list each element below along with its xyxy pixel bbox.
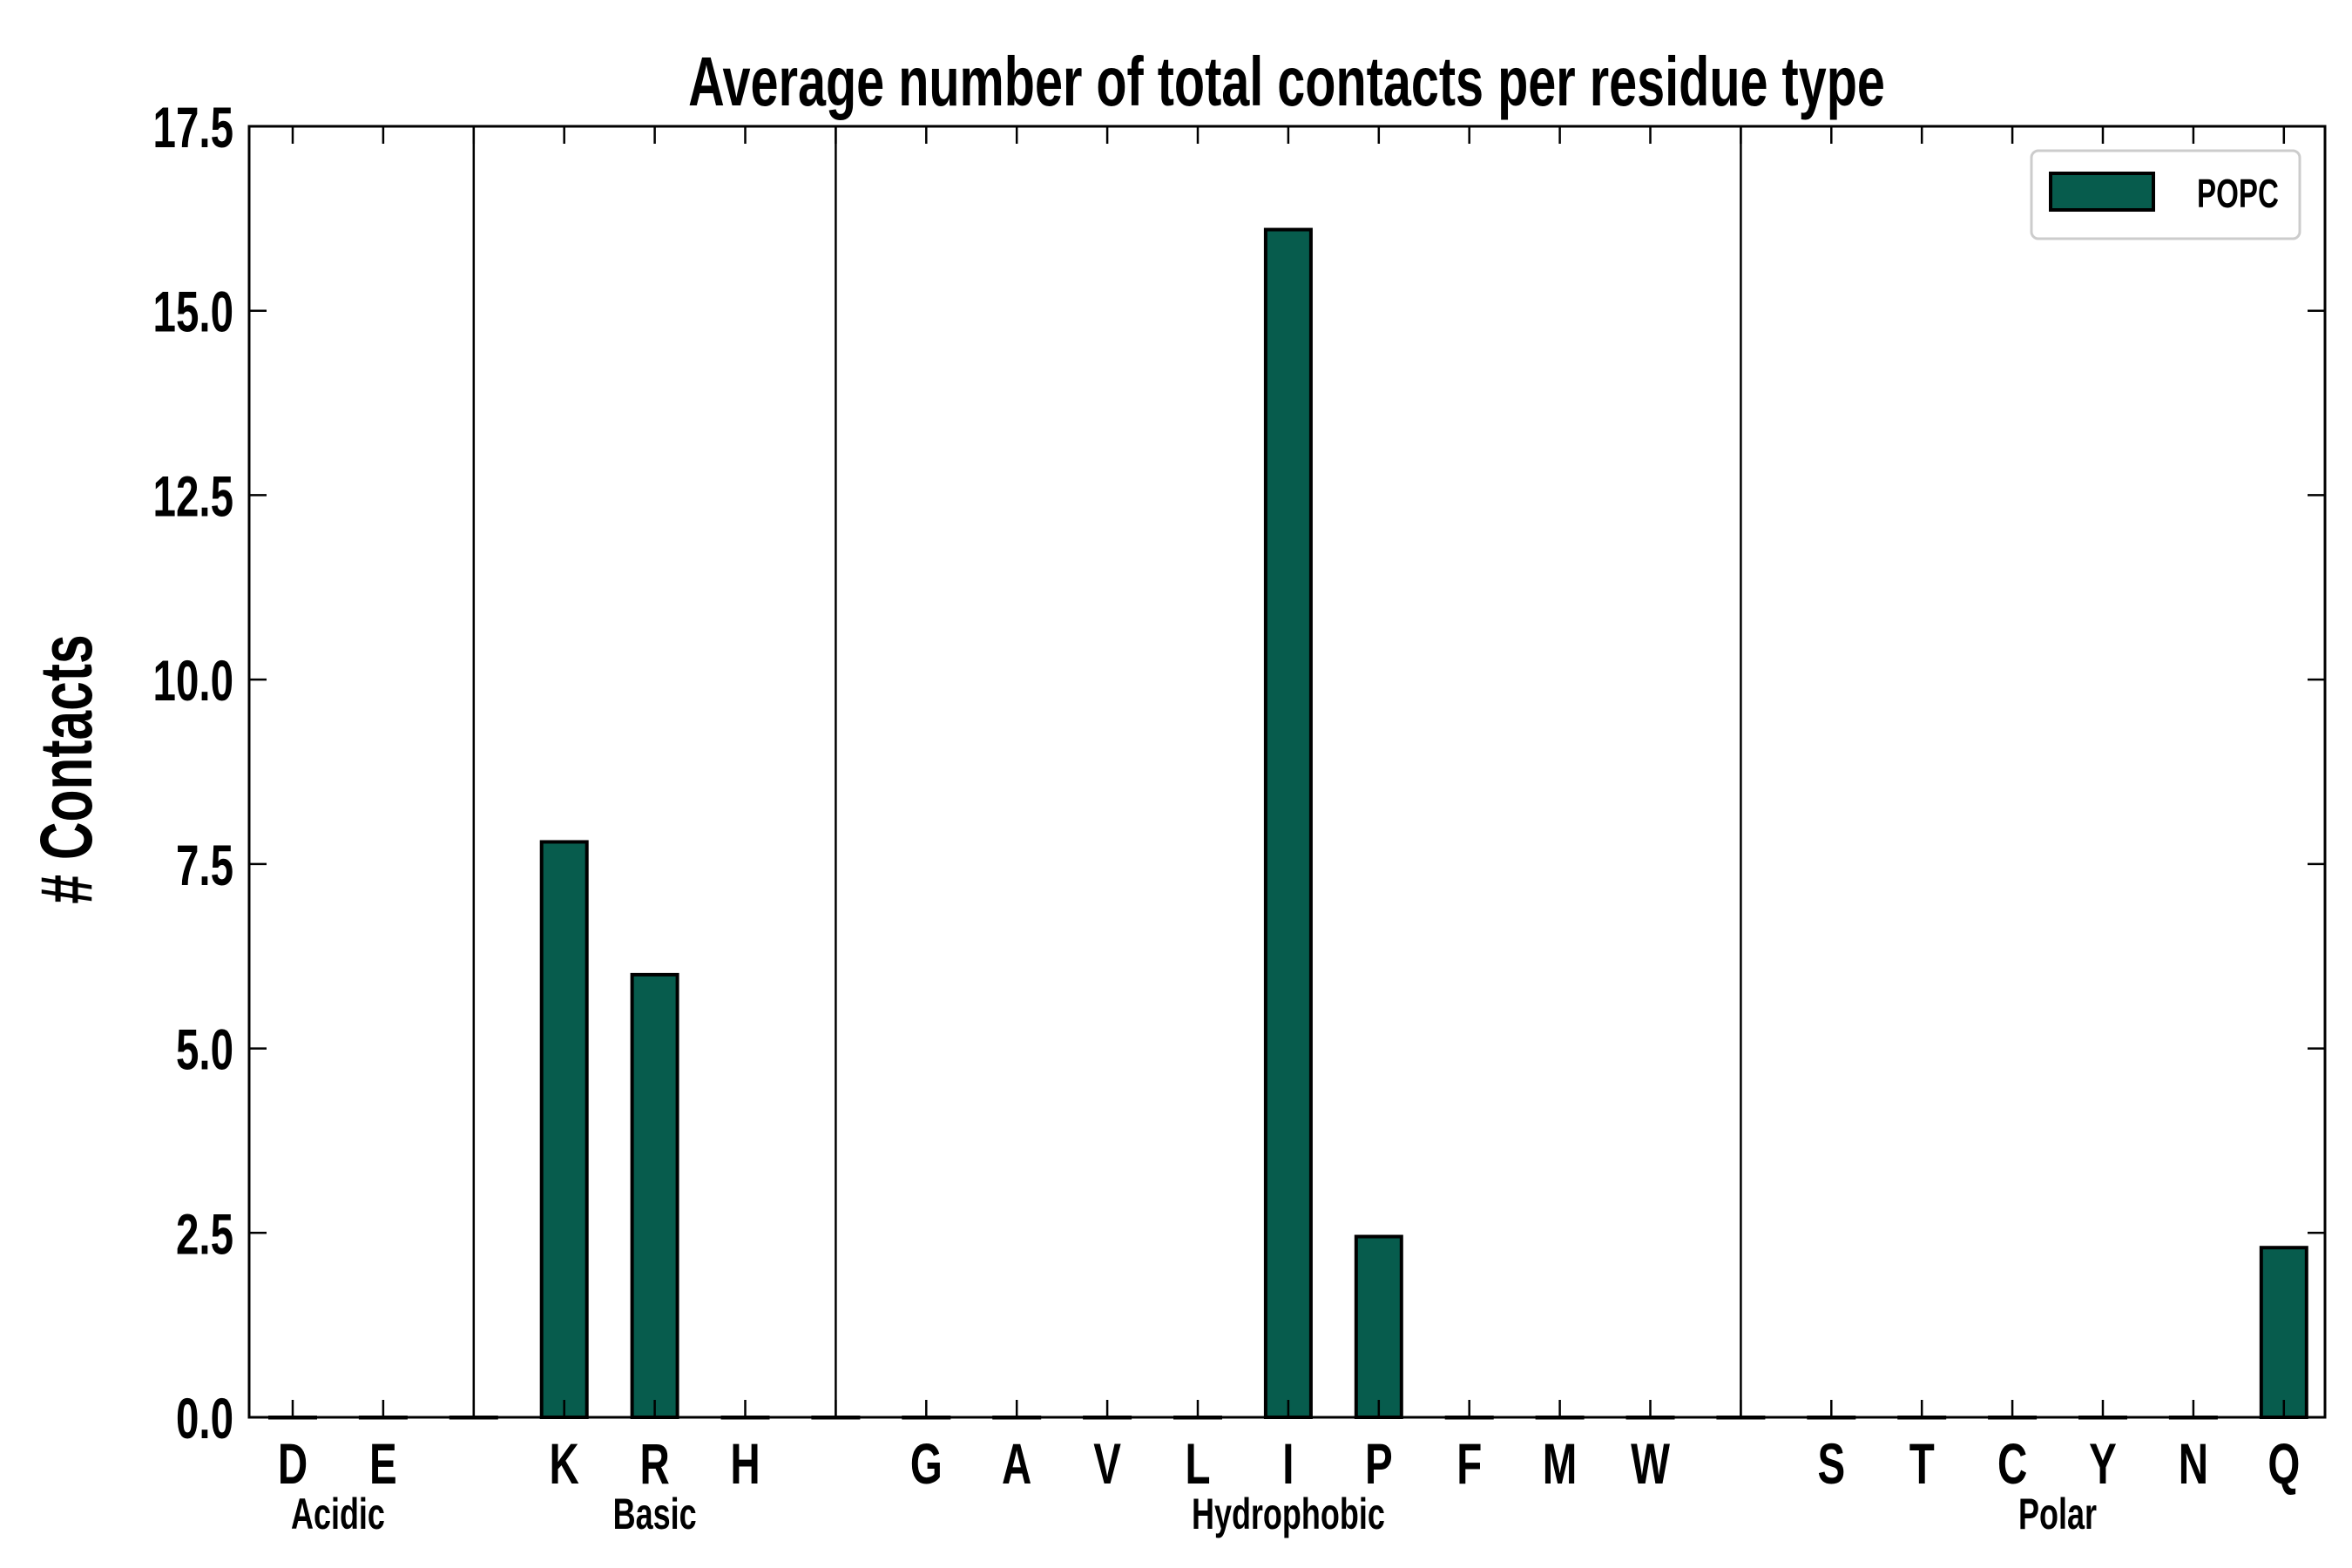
x-tick-label-P: P (1365, 1432, 1393, 1496)
y-tick-label: 7.5 (176, 834, 233, 897)
x-tick-label-C: C (1997, 1432, 2027, 1496)
y-tick-label: 17.5 (153, 96, 233, 159)
x-tick-label-L: L (1185, 1432, 1210, 1496)
x-tick-label-M: M (1543, 1432, 1578, 1496)
legend-swatch-popc (2049, 172, 2155, 212)
x-tick-label-A: A (1002, 1432, 1031, 1496)
y-tick-label: 5.0 (176, 1018, 233, 1082)
x-tick-label-E: E (369, 1432, 397, 1496)
x-tick-label-S: S (1817, 1432, 1845, 1496)
bar-K (539, 840, 589, 1419)
group-label-hydrophobic: Hydrophobic (1192, 1490, 1385, 1538)
bar-I (1263, 227, 1313, 1419)
x-tick-label-V: V (1093, 1432, 1121, 1496)
x-tick-label-G: G (910, 1432, 943, 1496)
chart-title: Average number of total contacts per res… (688, 43, 1885, 121)
y-tick-label: 0.0 (176, 1387, 233, 1450)
y-tick-label: 10.0 (153, 650, 233, 713)
bar-P (1354, 1234, 1403, 1420)
y-tick-label: 12.5 (153, 465, 233, 529)
group-label-acidic: Acidic (291, 1490, 385, 1538)
x-tick-label-I: I (1282, 1432, 1294, 1496)
x-tick-label-F: F (1456, 1432, 1482, 1496)
x-tick-label-W: W (1631, 1432, 1670, 1496)
x-tick-label-Y: Y (2089, 1432, 2117, 1496)
y-tick-label: 2.5 (176, 1203, 233, 1267)
x-tick-label-H: H (730, 1432, 760, 1496)
x-tick-label-T: T (1909, 1432, 1935, 1496)
x-tick-label-N: N (2179, 1432, 2208, 1496)
legend: POPC (2030, 149, 2301, 240)
group-label-basic: Basic (613, 1490, 697, 1538)
x-tick-label-K: K (550, 1432, 579, 1496)
bar-Q (2259, 1246, 2308, 1420)
x-tick-label-D: D (278, 1432, 308, 1496)
y-axis-label: # Contacts (25, 634, 107, 903)
x-tick-label-R: R (639, 1432, 669, 1496)
y-tick-label: 15.0 (153, 280, 233, 344)
group-label-polar: Polar (2018, 1490, 2097, 1538)
bar-R (630, 972, 679, 1420)
legend-label-popc: POPC (2197, 172, 2279, 216)
x-tick-label-Q: Q (2268, 1432, 2300, 1496)
axes-frame (247, 125, 2327, 1419)
